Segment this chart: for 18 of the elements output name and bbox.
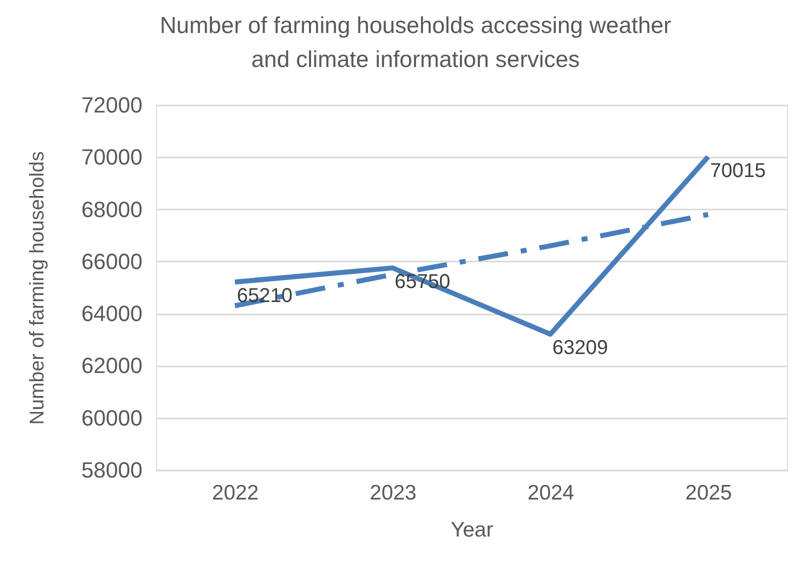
- y-tick-label: 72000: [81, 92, 142, 118]
- x-axis-title: Year: [450, 518, 494, 542]
- x-tick-label: 2023: [370, 482, 416, 504]
- data-label: 63209: [552, 337, 608, 360]
- y-tick-label: 60000: [81, 405, 142, 430]
- y-axis-title: Number of farming households: [26, 151, 48, 425]
- y-tick-label: 58000: [81, 458, 142, 482]
- data-label: 70015: [710, 160, 766, 182]
- y-tick-label: 62000: [81, 353, 142, 378]
- y-tick-label: 66000: [81, 248, 142, 274]
- x-tick-label: 2024: [528, 482, 575, 504]
- x-tick-label: 2025: [685, 482, 732, 504]
- x-tick-label: 2022: [212, 482, 259, 504]
- y-tick-label: 64000: [81, 301, 142, 326]
- chart-title: Number of farming households accessing weather and climate information services: [160, 12, 672, 72]
- data-label: 65210: [236, 285, 292, 308]
- y-tick-label: 68000: [81, 196, 142, 222]
- y-tick-label: 70000: [81, 144, 142, 170]
